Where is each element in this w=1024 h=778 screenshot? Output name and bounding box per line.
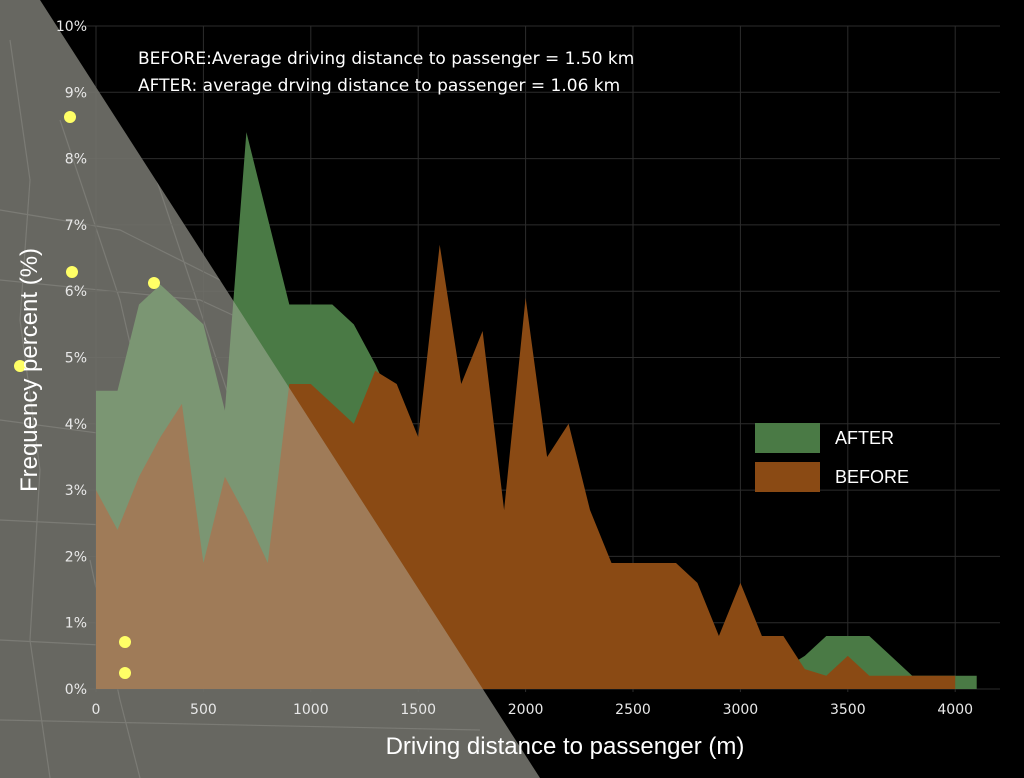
y-tick-label: 8% bbox=[65, 152, 87, 168]
y-tick-label: 10% bbox=[56, 19, 87, 35]
x-axis-ticks: 0 500 1000 1500 2000 2500 3000 3500 4000 bbox=[92, 702, 973, 718]
map-dot bbox=[14, 360, 26, 372]
legend-swatch-after bbox=[755, 423, 820, 453]
area-before bbox=[96, 244, 956, 690]
y-tick-label: 5% bbox=[65, 351, 87, 367]
x-tick-label: 3500 bbox=[830, 702, 866, 718]
x-tick-label: 1500 bbox=[400, 702, 436, 718]
map-overlay bbox=[0, 0, 540, 778]
y-tick-label: 1% bbox=[65, 616, 87, 632]
x-tick-label: 0 bbox=[92, 702, 101, 718]
y-tick-label: 9% bbox=[65, 85, 87, 101]
annotation-after: AFTER: average drving distance to passen… bbox=[138, 76, 620, 96]
x-tick-label: 2000 bbox=[508, 702, 544, 718]
legend-label-after: AFTER bbox=[835, 428, 894, 448]
area-series bbox=[96, 132, 977, 690]
annotation-before: BEFORE:Average driving distance to passe… bbox=[138, 49, 634, 69]
x-tick-label: 1000 bbox=[293, 702, 329, 718]
map-dot bbox=[64, 111, 76, 123]
x-tick-label: 500 bbox=[190, 702, 217, 718]
map-dot bbox=[119, 667, 131, 679]
legend: AFTER BEFORE bbox=[755, 423, 909, 492]
map-dot bbox=[66, 266, 78, 278]
x-tick-label: 4000 bbox=[937, 702, 973, 718]
map-dot bbox=[119, 636, 131, 648]
y-tick-label: 0% bbox=[65, 682, 87, 698]
map-location-dots bbox=[14, 111, 160, 679]
x-tick-label: 2500 bbox=[615, 702, 651, 718]
y-tick-label: 2% bbox=[65, 549, 87, 565]
legend-swatch-before bbox=[755, 462, 820, 492]
x-axis-title: Driving distance to passenger (m) bbox=[386, 733, 745, 760]
y-axis-title: Frequency percent (%) bbox=[16, 248, 43, 492]
x-tick-label: 3000 bbox=[723, 702, 759, 718]
y-axis-ticks: 0% 1% 2% 3% 4% 5% 6% 7% 8% 9% 10% bbox=[56, 19, 87, 698]
legend-label-before: BEFORE bbox=[835, 467, 909, 487]
map-dot bbox=[148, 277, 160, 289]
y-tick-label: 6% bbox=[65, 284, 87, 300]
y-tick-label: 7% bbox=[65, 218, 87, 234]
y-tick-label: 3% bbox=[65, 483, 87, 499]
y-tick-label: 4% bbox=[65, 417, 87, 433]
